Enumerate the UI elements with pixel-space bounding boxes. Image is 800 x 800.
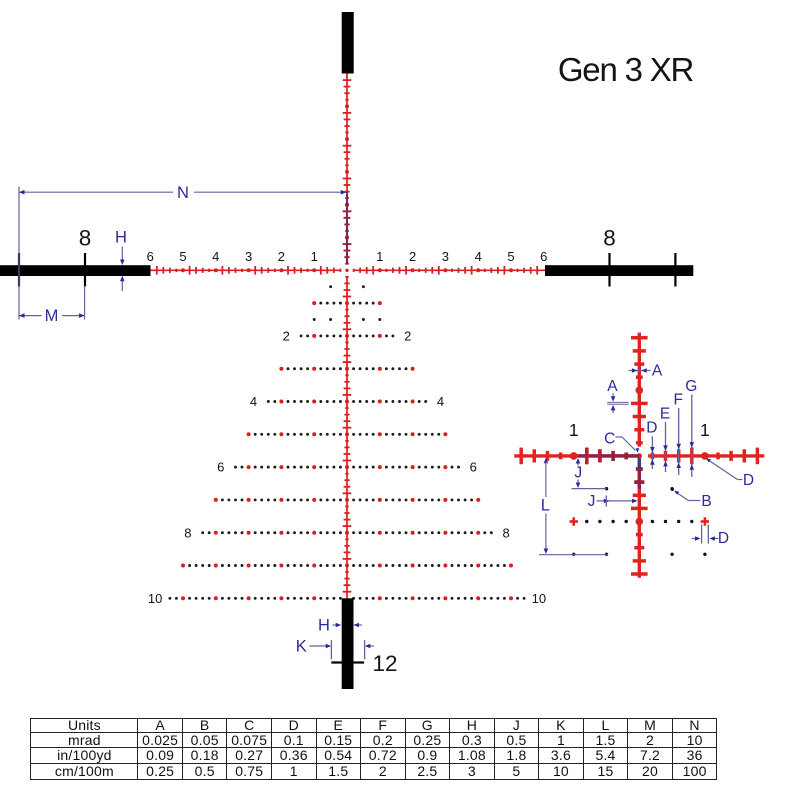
- svg-text:2: 2: [278, 249, 285, 264]
- svg-text:6: 6: [540, 249, 547, 264]
- svg-text:1: 1: [569, 420, 579, 440]
- svg-text:L: L: [541, 497, 550, 515]
- svg-text:1: 1: [311, 249, 318, 264]
- svg-text:N: N: [177, 184, 189, 202]
- svg-text:8: 8: [502, 525, 509, 540]
- svg-text:6: 6: [470, 460, 477, 475]
- svg-text:A: A: [607, 378, 618, 395]
- svg-text:G: G: [685, 378, 697, 395]
- svg-text:H: H: [318, 617, 330, 635]
- svg-text:8: 8: [184, 525, 191, 540]
- svg-text:8: 8: [603, 226, 616, 251]
- svg-text:4: 4: [212, 249, 219, 264]
- svg-text:4: 4: [437, 394, 444, 409]
- svg-text:1: 1: [700, 420, 710, 440]
- svg-text:D: D: [718, 530, 729, 547]
- svg-text:K: K: [296, 638, 307, 656]
- svg-text:D: D: [646, 420, 657, 437]
- svg-text:2: 2: [283, 329, 290, 344]
- svg-text:10: 10: [148, 591, 162, 606]
- svg-text:J: J: [588, 493, 596, 510]
- svg-text:C: C: [604, 431, 615, 448]
- svg-text:6: 6: [217, 460, 224, 475]
- svg-text:E: E: [660, 405, 670, 422]
- svg-text:5: 5: [179, 249, 186, 264]
- svg-text:5: 5: [507, 249, 514, 264]
- svg-text:D: D: [743, 472, 754, 489]
- svg-text:B: B: [701, 493, 711, 510]
- svg-text:Gen 3 XR: Gen 3 XR: [558, 51, 694, 88]
- svg-text:3: 3: [442, 249, 449, 264]
- svg-text:12: 12: [372, 651, 397, 676]
- svg-text:3: 3: [245, 249, 252, 264]
- svg-text:8: 8: [79, 226, 92, 251]
- svg-text:F: F: [673, 392, 682, 409]
- svg-text:2: 2: [409, 249, 416, 264]
- svg-text:J: J: [574, 465, 582, 482]
- svg-text:M: M: [45, 307, 59, 325]
- svg-text:10: 10: [532, 591, 546, 606]
- svg-text:A: A: [652, 363, 663, 380]
- svg-text:H: H: [115, 228, 127, 246]
- svg-text:2: 2: [404, 329, 411, 344]
- svg-text:6: 6: [147, 249, 154, 264]
- svg-text:1: 1: [376, 249, 383, 264]
- svg-text:4: 4: [475, 249, 482, 264]
- svg-text:4: 4: [250, 394, 257, 409]
